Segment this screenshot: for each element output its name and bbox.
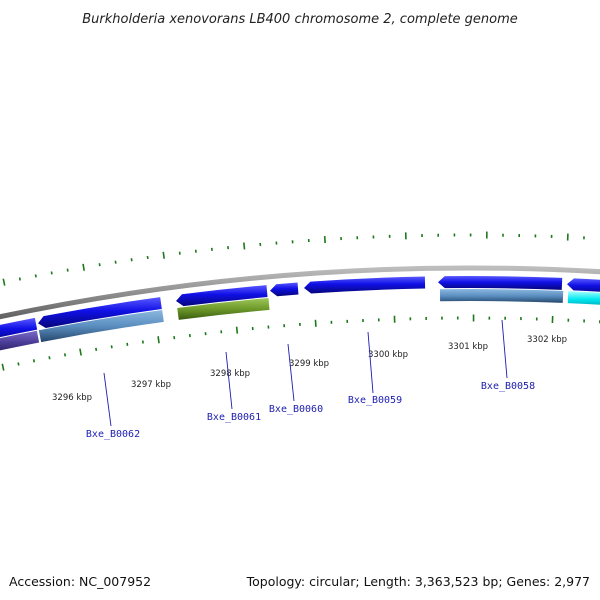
gene-feature-bxe-b0061[interactable] [177, 297, 270, 320]
cds-feature-1[interactable] [0, 317, 38, 342]
leader-line-bxe-b0062 [103, 372, 112, 427]
scale-tick [235, 326, 239, 334]
gene-label-leaders [103, 319, 508, 427]
scale-label-3300: 3300 kbp [368, 350, 408, 360]
outer-tick [66, 268, 69, 272]
gene-feature-bxe-b0062[interactable] [38, 309, 164, 343]
genome-backbone [0, 265, 600, 320]
outer-tick [34, 274, 37, 278]
scale-label-3301: 3301 kbp [448, 342, 488, 352]
gene-label-bxe-b0062[interactable]: Bxe_B0062 [86, 429, 140, 440]
outer-tick [50, 271, 53, 275]
gene-label-bxe-b0059[interactable]: Bxe_B0059 [348, 395, 402, 406]
cds-feature-bxe-b0058[interactable] [438, 276, 563, 290]
scale-tick [17, 362, 20, 366]
accession-text: Accession: NC_007952 [9, 574, 151, 589]
cds-feature-7[interactable] [567, 278, 600, 294]
gene-label-bxe-b0060[interactable]: Bxe_B0060 [269, 404, 323, 415]
scale-tick-ring [1, 314, 600, 371]
scale-labels: 3296 kbp 3297 kbp 3298 kbp 3299 kbp 3300… [52, 335, 567, 403]
leader-line-bxe-b0059 [367, 331, 374, 394]
cds-track [0, 276, 600, 342]
gene-feature-1[interactable] [0, 330, 40, 355]
gene-labels: Bxe_B0062 Bxe_B0061 Bxe_B0060 Bxe_B0059 … [86, 381, 535, 440]
scale-label-3296: 3296 kbp [52, 393, 92, 403]
gene-feature-7[interactable] [567, 291, 600, 307]
cds-feature-bxe-b0060[interactable] [270, 282, 299, 297]
gene-label-bxe-b0058[interactable]: Bxe_B0058 [481, 381, 535, 392]
outer-tick [82, 263, 85, 271]
scale-tick [157, 336, 160, 344]
scale-tick [79, 348, 82, 356]
genome-summary-text: Topology: circular; Length: 3,363,523 bp… [246, 574, 590, 589]
scale-tick [32, 359, 36, 363]
scale-label-3299: 3299 kbp [289, 359, 329, 369]
gene-label-bxe-b0061[interactable]: Bxe_B0061 [207, 412, 261, 423]
outer-tick [243, 242, 246, 250]
scale-tick [95, 347, 98, 352]
gene-feature-bxe-b0058[interactable] [439, 288, 564, 303]
gene-track [0, 288, 600, 355]
leader-line-bxe-b0058 [501, 319, 508, 379]
leader-line-bxe-b0061 [225, 351, 233, 410]
outer-tick [18, 277, 21, 281]
scale-tick [48, 356, 51, 360]
scale-label-3297: 3297 kbp [131, 380, 171, 390]
cds-feature-bxe-b0061[interactable] [176, 285, 268, 307]
outer-tick [162, 251, 165, 259]
scale-label-3302: 3302 kbp [527, 335, 567, 345]
cds-feature-bxe-b0059[interactable] [304, 276, 426, 294]
map-title: Burkholderia xenovorans LB400 chromosome… [82, 12, 518, 27]
outer-tick [2, 278, 6, 286]
outer-tick-ring [2, 231, 585, 286]
scale-tick [63, 353, 67, 357]
leader-line-bxe-b0060 [287, 343, 295, 402]
cds-feature-bxe-b0062[interactable] [38, 297, 162, 328]
scale-label-3298: 3298 kbp [210, 369, 250, 379]
scale-tick [1, 363, 5, 371]
